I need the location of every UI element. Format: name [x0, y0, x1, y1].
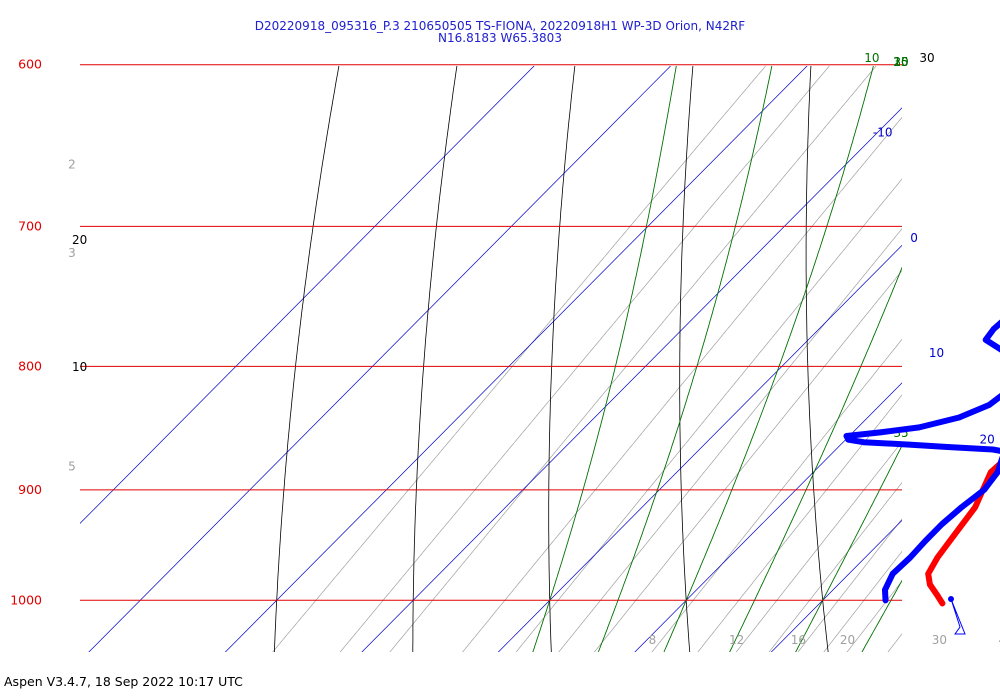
temperature-profile-point	[947, 538, 953, 544]
pressure-tick-label: 700	[18, 218, 42, 233]
isotherm-label: 0	[910, 231, 918, 245]
dewpoint-profile-point	[877, 429, 883, 436]
mixing-ratio-line	[797, 518, 902, 652]
temperature-profile-point	[934, 554, 941, 561]
dewpoint-profile-point	[956, 414, 962, 421]
moist-adiabat-label: 25	[893, 55, 908, 69]
moist-adiabat-label: 15	[893, 55, 908, 69]
temperature-profile-point	[934, 592, 940, 598]
mixing-ratio-line	[558, 228, 902, 652]
moist-adiabat-line	[861, 579, 902, 652]
mixing-ratio-line	[272, 66, 767, 652]
mixing-ratio-label: 8	[649, 633, 657, 647]
dewpoint-profile-point	[922, 538, 929, 544]
dewpoint-profile-point	[990, 326, 997, 332]
dewpoint-profile-point	[906, 441, 912, 448]
pressure-tick-label: 1000	[10, 592, 42, 607]
temperature-profile-point	[927, 581, 933, 588]
dewpoint-profile-point	[882, 587, 888, 593]
dewpoint-profile-point	[994, 469, 1000, 475]
dry-adiabat-label: 30	[919, 51, 934, 65]
dewpoint-profile-point	[982, 337, 989, 343]
mixing-ratio-line	[970, 0, 1000, 700]
isotherm-line	[361, 107, 902, 652]
isotherm-line	[770, 519, 902, 652]
isotherm-line	[88, 66, 672, 652]
moist-adiabat-line	[900, 0, 1000, 700]
mixing-ratio-line	[735, 441, 902, 652]
mixing-ratio-label: 16	[791, 633, 806, 647]
dry-adiabat-line	[805, 66, 829, 652]
moist-adiabat-line	[597, 66, 773, 652]
footer-version: Aspen V3.4.7, 18 Sep 2022 10:17 UTC	[4, 674, 243, 689]
chart-title-block: D20220918_095316_P.3 210650505 TS-FIONA,…	[0, 20, 1000, 44]
isotherm-label: -10	[873, 125, 893, 139]
dewpoint-profile-point	[944, 444, 951, 450]
dewpoint-profile-point	[981, 487, 987, 493]
dewpoint-profile-point	[916, 424, 922, 431]
isotherm-line	[634, 382, 902, 652]
mixing-ratio-line	[697, 394, 902, 652]
temperature-profile-point	[925, 571, 931, 577]
mixing-ratio-line	[389, 66, 877, 652]
mixing-ratio-label: 3	[68, 246, 76, 260]
dewpoint-profile-point	[882, 597, 889, 604]
chart-subtitle: N16.8183 W65.3803	[438, 31, 562, 45]
mixing-ratio-line	[846, 580, 902, 652]
temperature-profile-point	[959, 521, 966, 527]
moist-adiabat-label: 20	[893, 55, 908, 69]
dewpoint-profile-point	[958, 504, 965, 511]
mixing-ratio-line	[651, 338, 902, 652]
mixing-ratio-line	[945, 0, 1000, 700]
dry-adiabat-line	[412, 66, 458, 652]
mixing-ratio-label: 12	[729, 633, 744, 647]
dewpoint-profile-point	[889, 571, 896, 577]
dewpoint-profile-point	[860, 439, 867, 446]
dewpoint-profile-point	[939, 521, 945, 527]
dry-adiabat-line	[273, 66, 340, 652]
mixing-ratio-label: 5	[68, 459, 76, 473]
isotherm-line	[497, 244, 902, 652]
mixing-ratio-label: 40	[999, 633, 1000, 647]
isotherm-line	[224, 66, 808, 652]
mixing-ratio-line	[593, 270, 902, 652]
temperature-profile-line	[925, 459, 1000, 607]
isotherm-label: 20	[979, 433, 994, 447]
moist-adiabat-line	[663, 66, 874, 652]
mixing-ratio-label: 2	[68, 158, 76, 172]
mixing-ratio-label: 30	[932, 633, 947, 647]
isotherm-line	[80, 66, 535, 524]
isotherm-label: 10	[929, 346, 944, 360]
dry-adiabat-line	[548, 66, 576, 652]
wind-barb	[950, 598, 966, 635]
dewpoint-profile-point	[986, 402, 993, 408]
dry-adiabat-label: 10	[72, 360, 87, 374]
moist-adiabat-line	[966, 0, 1000, 700]
moist-adiabat-label: 10	[864, 51, 879, 65]
temperature-profile-point	[972, 504, 978, 511]
dry-adiabat-label: 20	[72, 233, 87, 247]
mixing-ratio-label: 20	[840, 633, 855, 647]
dewpoint-profile-line	[843, 319, 1000, 604]
mixing-ratio-line	[462, 116, 902, 652]
moist-adiabat-label: 30	[893, 55, 908, 69]
dewpoint-profile-point	[845, 436, 852, 443]
moist-adiabat-line	[729, 266, 902, 652]
pressure-tick-label: 600	[18, 57, 42, 72]
dewpoint-profile-point	[990, 446, 996, 453]
chart-title: D20220918_095316_P.3 210650505 TS-FIONA,…	[254, 19, 746, 33]
mixing-ratio-line	[768, 482, 902, 652]
pressure-tick-label: 900	[18, 482, 42, 497]
temperature-profile-point	[939, 600, 946, 607]
dewpoint-profile-point	[907, 554, 913, 561]
mixing-ratio-line	[823, 550, 902, 652]
temperature-profile-point	[988, 469, 994, 476]
dry-adiabat-line	[679, 66, 694, 652]
mixing-ratio-line	[339, 66, 830, 652]
mixing-ratio-line	[887, 633, 902, 652]
pressure-tick-label: 800	[18, 358, 42, 373]
